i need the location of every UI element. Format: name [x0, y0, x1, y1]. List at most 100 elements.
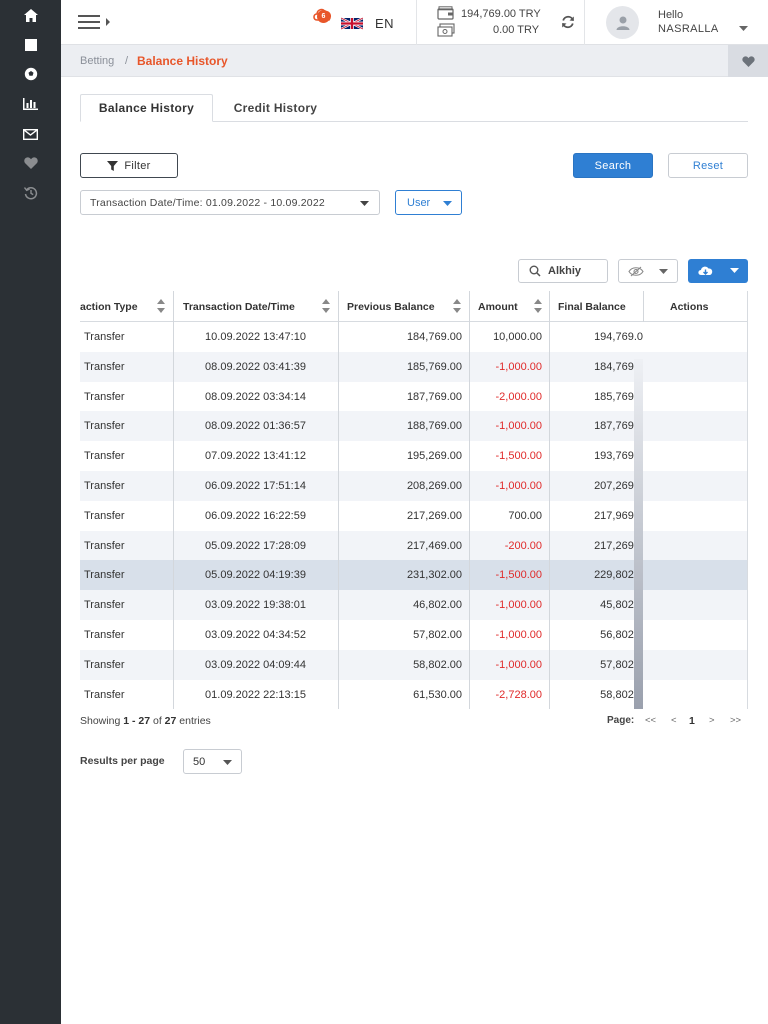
cell-previous-balance: 217,269.00 [406, 509, 462, 522]
table-row[interactable]: Transfer 05.09.2022 04:19:39 231,302.00 -1,… [80, 560, 747, 591]
sort-icon[interactable] [157, 299, 165, 313]
cell-final-balance: 184,769.0 [594, 360, 643, 373]
column-divider [338, 291, 339, 709]
cell-final-balance: 229,802.0 [594, 569, 643, 582]
first-page-button[interactable]: << [645, 715, 657, 726]
table-row[interactable]: Transfer 03.09.2022 04:09:44 58,802.00 -1,0… [80, 649, 747, 680]
sort-icon[interactable] [453, 299, 461, 313]
tab-divider [80, 121, 748, 122]
avatar[interactable] [606, 6, 639, 39]
results-per-page-value: 50 [193, 755, 206, 768]
cell-date: 07.09.2022 13:41:12 [205, 450, 306, 463]
sidebar [0, 0, 61, 1024]
chevron-down-icon [730, 268, 739, 273]
column-header-amount[interactable]: Amount [478, 300, 518, 313]
export-button[interactable] [688, 259, 748, 283]
refresh-icon[interactable] [561, 15, 575, 34]
football-icon[interactable] [0, 59, 61, 89]
next-page-button[interactable]: > [709, 715, 715, 726]
cell-amount: -200.00 [504, 539, 542, 552]
cell-final-balance: 217,269.0 [594, 539, 643, 552]
chevron-down-icon [443, 201, 452, 206]
heart-icon [741, 55, 755, 67]
breadcrumb-parent[interactable]: Betting [80, 55, 115, 67]
cell-type: Transfer [84, 629, 125, 641]
square-icon[interactable] [0, 30, 61, 60]
top-header: 6 EN 194,769.00 TRY 0.00 TRY Hello NASRA… [61, 0, 768, 45]
column-header-date[interactable]: Transaction Date/Time [183, 300, 295, 313]
cell-type: Transfer [84, 450, 125, 463]
cell-amount: 700.00 [508, 509, 542, 522]
table-row[interactable]: Transfer 06.09.2022 16:22:59 217,269.00 700… [80, 501, 747, 531]
cell-type: Transfer [84, 331, 125, 343]
home-icon[interactable] [0, 0, 61, 30]
cell-amount: -2,728.00 [495, 688, 542, 701]
table-row[interactable]: Transfer 03.09.2022 04:34:52 57,802.00 -1,0… [80, 620, 747, 650]
main-balance: 194,769.00 TRY [461, 8, 541, 20]
last-page-button[interactable]: >> [730, 715, 742, 726]
cell-previous-balance: 58,802.00 [413, 658, 462, 671]
cell-final-balance: 194,769.0 [594, 331, 643, 343]
notification-icon[interactable] [312, 6, 334, 29]
search-button[interactable]: Search [573, 153, 653, 178]
sort-icon[interactable] [322, 299, 330, 313]
cloud-download-icon [698, 266, 713, 275]
column-header-type[interactable]: action Type [80, 300, 138, 313]
cell-final-balance: 56,802.0 [600, 629, 643, 641]
results-per-page-select[interactable]: 50 [183, 749, 242, 774]
table-row[interactable]: Transfer 03.09.2022 19:38:01 46,802.00 -1,0… [80, 590, 747, 621]
cell-amount: -2,000.00 [495, 390, 542, 403]
header-divider [416, 0, 417, 45]
current-page[interactable]: 1 [689, 715, 695, 727]
username[interactable]: NASRALLA [658, 23, 719, 35]
cell-type: Transfer [84, 360, 125, 373]
cell-previous-balance: 187,769.00 [406, 390, 462, 403]
heart-icon[interactable] [0, 148, 61, 178]
table-row[interactable]: Transfer 08.09.2022 03:34:14 187,769.00 -2,… [80, 382, 747, 412]
pagination: Page: [607, 715, 634, 726]
cell-date: 03.09.2022 04:09:44 [205, 658, 306, 671]
wallet-icon [437, 6, 455, 25]
reset-button[interactable]: Reset [668, 153, 748, 178]
table-search-input[interactable]: Alkhiy [518, 259, 608, 283]
bar-chart-icon[interactable] [0, 89, 61, 119]
column-header-previous-balance[interactable]: Previous Balance [347, 300, 435, 313]
user-select[interactable]: User [395, 190, 462, 215]
chevron-down-icon[interactable] [739, 19, 748, 37]
table-header: action Type Transaction Date/Time Previo… [80, 291, 747, 322]
tab-credit-history[interactable]: Credit History [233, 101, 318, 115]
prev-page-button[interactable]: < [671, 715, 677, 726]
column-header-final-balance[interactable]: Final Balance [558, 300, 626, 313]
showing-entries: Showing 1 - 27 of 27 entries [80, 715, 211, 727]
cell-final-balance: 217,969.0 [594, 509, 643, 522]
cell-type: Transfer [84, 688, 125, 701]
cell-date: 05.09.2022 04:19:39 [205, 569, 306, 582]
table-row[interactable]: Transfer 08.09.2022 03:41:39 185,769.00 -1,… [80, 351, 747, 382]
page-label: Page: [607, 715, 635, 726]
filter-button[interactable]: Filter [80, 153, 178, 178]
showing-prefix: Showing [80, 715, 121, 727]
table-row[interactable]: Transfer 06.09.2022 17:51:14 208,269.00 -1,… [80, 471, 747, 501]
cell-amount: -1,500.00 [495, 450, 542, 463]
date-range-select[interactable]: Transaction Date/Time: 01.09.2022 - 10.0… [80, 190, 380, 215]
history-icon[interactable] [0, 178, 61, 208]
eye-slash-icon [628, 266, 644, 277]
column-visibility-button[interactable] [618, 259, 678, 283]
table-row[interactable]: Transfer 07.09.2022 13:41:12 195,269.00 -1,… [80, 441, 747, 471]
favorite-button[interactable] [728, 45, 768, 77]
cell-final-balance: 57,802.0 [600, 658, 643, 671]
table-row[interactable]: Transfer 10.09.2022 13:47:10 184,769.00 10,… [80, 322, 747, 352]
tab-balance-history[interactable]: Balance History [80, 94, 213, 122]
showing-entries-word: entries [179, 715, 211, 727]
menu-toggle-icon[interactable] [78, 13, 112, 36]
sort-icon[interactable] [534, 299, 542, 313]
table-row[interactable]: Transfer 05.09.2022 17:28:09 217,469.00 -20… [80, 530, 747, 561]
mail-icon[interactable] [0, 119, 61, 149]
table-row[interactable]: Transfer 08.09.2022 01:36:57 188,769.00 -1,… [80, 411, 747, 442]
cell-final-balance: 45,802.0 [600, 599, 643, 612]
column-divider [469, 291, 470, 709]
cell-amount: -1,000.00 [495, 420, 542, 433]
uk-flag-icon[interactable] [340, 17, 364, 35]
language-selector[interactable]: EN [375, 16, 395, 31]
table-row[interactable]: Transfer 01.09.2022 22:13:15 61,530.00 -2,7… [80, 680, 747, 709]
